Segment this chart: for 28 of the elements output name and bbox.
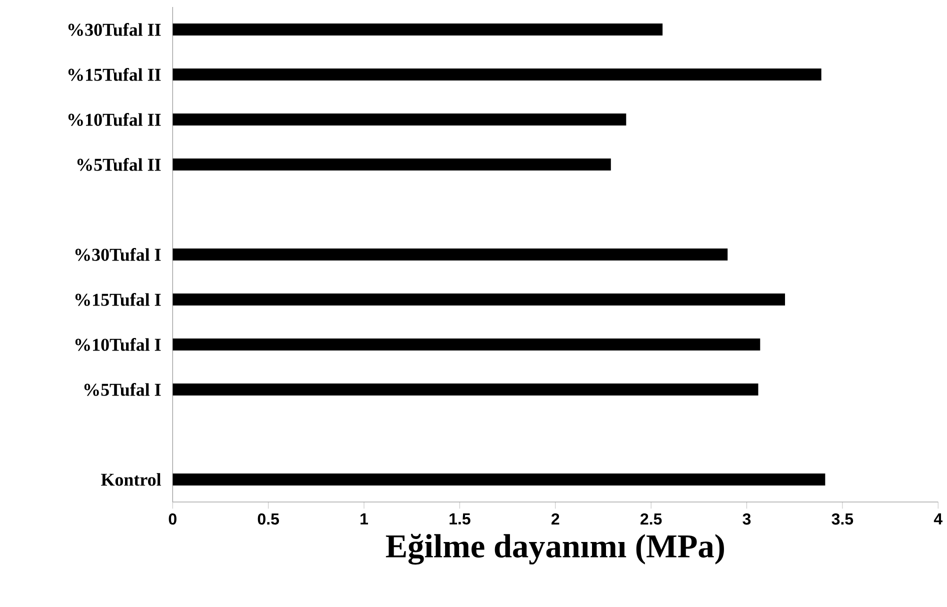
x-tick-label: 1 xyxy=(360,513,368,524)
bar xyxy=(172,158,611,171)
bar xyxy=(172,474,826,486)
x-tick-label: 3.5 xyxy=(832,513,854,525)
y-tick-label: %30Tufal II xyxy=(68,23,161,36)
bar xyxy=(172,248,728,261)
x-tick-label: 2.5 xyxy=(640,513,662,525)
x-tick-label: 1.5 xyxy=(450,513,470,525)
x-tick-label: 4 xyxy=(934,513,942,524)
y-tick-label: Kontrol xyxy=(101,473,161,486)
bar xyxy=(172,24,663,36)
y-tick-label: %10Tufal I xyxy=(75,338,161,352)
y-tick-label: %30Tufal I xyxy=(75,248,161,262)
bar xyxy=(172,384,758,396)
y-tick-label: %10Tufal II xyxy=(68,113,161,126)
bar xyxy=(172,114,626,126)
y-tick-label: %15Tufal II xyxy=(68,68,161,82)
y-tick-label: %15Tufal I xyxy=(75,293,161,306)
y-tick-label: %5Tufal I xyxy=(84,383,161,396)
x-tick-label: 2 xyxy=(552,513,560,525)
x-tick-label: 0.5 xyxy=(258,513,279,525)
x-tick-label: 0 xyxy=(168,513,176,525)
y-tick-label: %5Tufal II xyxy=(77,158,161,172)
bar xyxy=(172,338,760,351)
x-axis-title: Eğilme dayanımı (MPa) xyxy=(386,534,724,565)
bar xyxy=(172,68,822,81)
bar xyxy=(172,294,786,306)
x-tick-label: 3 xyxy=(742,513,751,525)
